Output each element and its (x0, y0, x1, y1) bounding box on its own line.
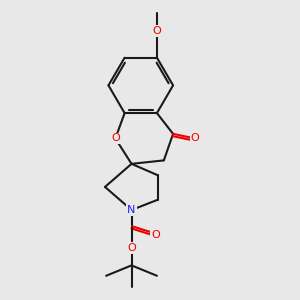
Text: O: O (111, 134, 120, 143)
Text: O: O (127, 243, 136, 253)
Text: N: N (128, 205, 136, 215)
Text: O: O (152, 26, 161, 36)
Text: O: O (190, 134, 200, 143)
Text: O: O (151, 230, 160, 240)
